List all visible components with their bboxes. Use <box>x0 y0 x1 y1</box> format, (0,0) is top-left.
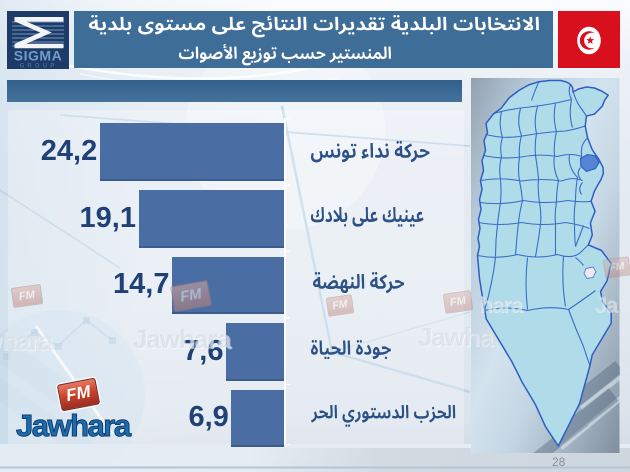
svg-text:SIGMA: SIGMA <box>14 47 62 63</box>
svg-text:GROUP: GROUP <box>19 63 57 69</box>
